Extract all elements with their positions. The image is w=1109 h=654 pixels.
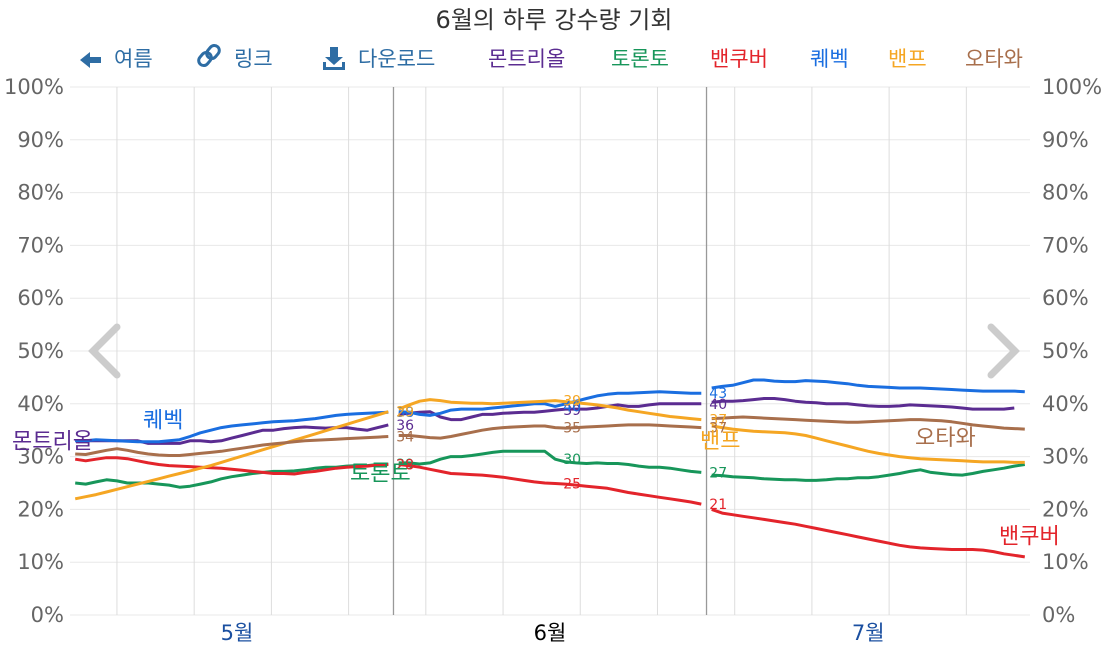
chevron-right-icon bbox=[987, 323, 1020, 379]
value-label: 40 bbox=[709, 397, 727, 413]
link-button[interactable]: 링크 bbox=[197, 43, 273, 71]
month-label: 6월 bbox=[534, 621, 567, 645]
legend-item[interactable]: 밴프 bbox=[888, 47, 927, 71]
y-tick-label: 20% bbox=[1042, 497, 1089, 521]
y-tick-label: 0% bbox=[31, 603, 64, 627]
next-arrow-button[interactable] bbox=[987, 323, 1020, 379]
series-line bbox=[711, 378, 1025, 394]
y-tick-label: 100% bbox=[1042, 75, 1102, 99]
legend-item[interactable]: 몬트리올 bbox=[488, 47, 565, 71]
back-button[interactable]: 여름 bbox=[80, 47, 153, 71]
series-line bbox=[711, 507, 1026, 559]
chart-title: 6월의 하루 강수량 기회 bbox=[436, 6, 673, 34]
y-tick-label: 40% bbox=[1042, 392, 1089, 416]
series-line bbox=[75, 435, 389, 457]
month-label[interactable]: 5월 bbox=[221, 621, 254, 645]
legend-item[interactable]: 토론토 bbox=[611, 47, 669, 71]
y-tick-label: 70% bbox=[1042, 233, 1089, 257]
series-line bbox=[711, 424, 1025, 464]
y-tick-label: 90% bbox=[1042, 128, 1089, 152]
series-name-label: 퀘벡 bbox=[143, 409, 183, 434]
x-axis: 5월 6월 7월 bbox=[221, 621, 885, 645]
gridlines bbox=[70, 86, 1030, 616]
series-line bbox=[74, 410, 389, 501]
y-tick-label: 80% bbox=[1042, 181, 1089, 205]
series-line bbox=[398, 463, 702, 506]
back-label: 여름 bbox=[114, 47, 153, 71]
value-label: 43 bbox=[709, 386, 727, 402]
series-line bbox=[398, 449, 702, 474]
legend-item[interactable]: 오타와 bbox=[965, 47, 1023, 71]
series-name-label: 오타와 bbox=[915, 426, 976, 451]
series-name-label: 토론토 bbox=[350, 461, 411, 486]
link-label: 링크 bbox=[234, 47, 273, 71]
series-line bbox=[711, 463, 1026, 482]
value-label: 28 bbox=[396, 458, 414, 474]
y-tick-label: 100% bbox=[4, 75, 64, 99]
legend: 몬트리올 토론토 밴쿠버 퀘벡 밴프 오타와 bbox=[488, 47, 1023, 71]
y-tick-label: 40% bbox=[17, 392, 64, 416]
download-icon bbox=[323, 47, 345, 70]
series-line bbox=[74, 456, 389, 476]
series-name-label: 밴쿠버 bbox=[999, 525, 1060, 550]
series-line bbox=[398, 390, 702, 417]
series-line bbox=[711, 415, 1025, 431]
y-axis-left: 0% 10% 20% 30% 40% 50% 60% 70% 80% 90% 100% bbox=[4, 75, 64, 627]
value-label: 36 bbox=[396, 418, 414, 434]
y-tick-label: 70% bbox=[17, 233, 64, 257]
prev-arrow-button[interactable] bbox=[88, 323, 121, 379]
legend-item[interactable]: 퀘벡 bbox=[810, 47, 849, 71]
month-label[interactable]: 7월 bbox=[852, 621, 885, 645]
y-tick-label: 0% bbox=[1042, 603, 1075, 627]
download-button[interactable]: 다운로드 bbox=[323, 47, 435, 71]
y-tick-label: 30% bbox=[1042, 445, 1089, 469]
value-label: 37 bbox=[709, 421, 727, 437]
chevron-left-icon bbox=[88, 323, 121, 379]
series-lines bbox=[74, 378, 1026, 559]
value-label: 39 bbox=[563, 403, 581, 419]
value-label: 29 bbox=[396, 405, 414, 421]
value-label: 30 bbox=[563, 452, 581, 468]
y-tick-label: 20% bbox=[17, 497, 64, 521]
value-label: 37 bbox=[709, 413, 727, 429]
series-name-label: 밴프 bbox=[700, 429, 740, 454]
value-label: 25 bbox=[563, 477, 581, 493]
arrow-left-icon bbox=[80, 52, 101, 68]
y-tick-label: 10% bbox=[1042, 550, 1089, 574]
value-label: 40 bbox=[563, 399, 581, 415]
y-tick-label: 50% bbox=[17, 339, 64, 363]
y-axis-right: 0% 10% 20% 30% 40% 50% 60% 70% 80% 90% 100% bbox=[1042, 75, 1102, 627]
y-tick-label: 10% bbox=[17, 550, 64, 574]
series-name-label: 몬트리올 bbox=[12, 430, 93, 455]
y-tick-label: 60% bbox=[1042, 286, 1089, 310]
value-label: 27 bbox=[709, 465, 727, 481]
y-tick-label: 80% bbox=[17, 181, 64, 205]
value-label: 21 bbox=[709, 497, 727, 513]
value-label: 34 bbox=[396, 430, 414, 446]
y-tick-label: 30% bbox=[17, 445, 64, 469]
link-icon bbox=[197, 43, 221, 68]
value-label: 29 bbox=[396, 457, 414, 473]
y-tick-label: 90% bbox=[17, 128, 64, 152]
legend-item[interactable]: 밴쿠버 bbox=[710, 47, 768, 71]
series-line bbox=[398, 398, 702, 422]
value-label: 38 bbox=[396, 405, 414, 421]
series-line bbox=[398, 423, 702, 440]
series-line bbox=[711, 397, 1015, 411]
value-label: 39 bbox=[563, 394, 581, 410]
value-label: 35 bbox=[563, 421, 581, 437]
series-line bbox=[398, 402, 702, 422]
download-label: 다운로드 bbox=[358, 47, 435, 71]
y-tick-label: 50% bbox=[1042, 339, 1089, 363]
y-tick-label: 60% bbox=[17, 286, 64, 310]
series-line bbox=[75, 410, 389, 444]
